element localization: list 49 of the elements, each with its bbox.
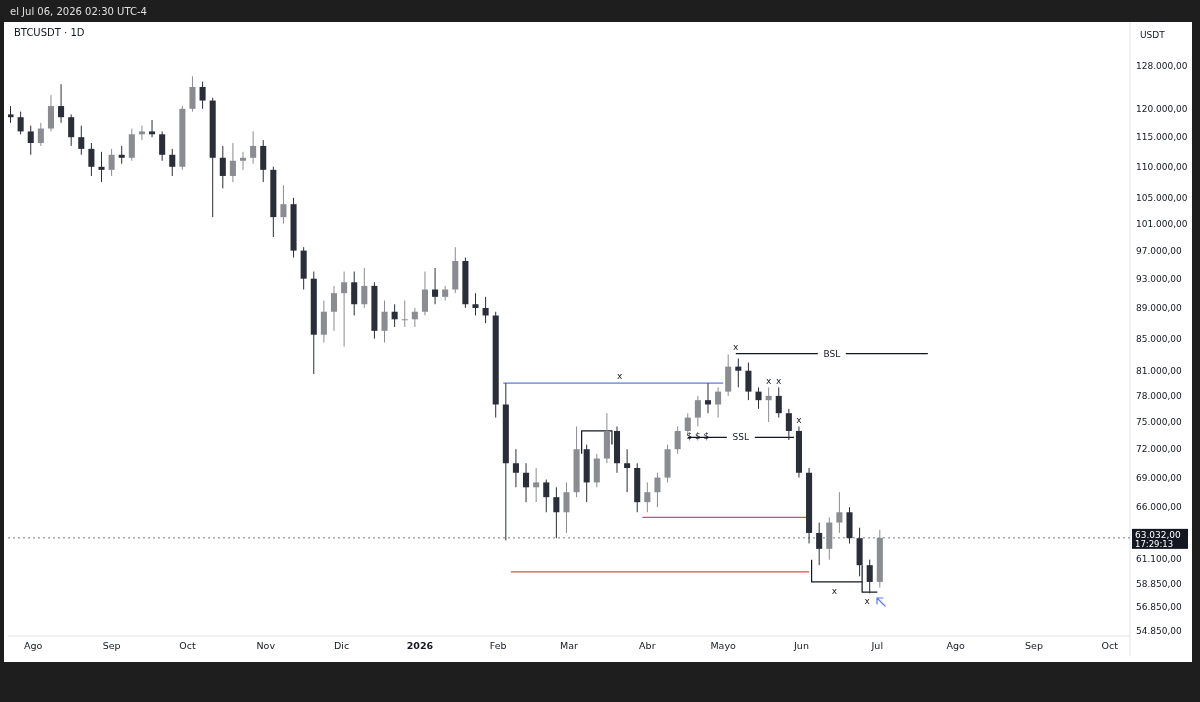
y-tick-label: 115.000,00 — [1136, 132, 1188, 143]
x-tick-label: Dic — [333, 640, 350, 651]
y-tick-label: 75.000,00 — [1136, 417, 1183, 428]
y-tick-label: 72.000,00 — [1136, 444, 1183, 455]
y-tick-label: 61.100,00 — [1136, 553, 1183, 564]
x-tick-label: Oct — [179, 640, 196, 651]
series-label: SSL — [732, 432, 750, 443]
y-axis-title: USDT — [1140, 30, 1166, 40]
x-tick-label: Oct — [1101, 640, 1119, 651]
ref-line-label: 63.032,00 — [1135, 530, 1182, 541]
x-tick-label: Sep — [1025, 640, 1043, 651]
x-tick-label: Mar — [560, 640, 579, 651]
y-tick-label: 58.850,00 — [1136, 578, 1183, 589]
y-tick-label: 56.850,00 — [1136, 601, 1183, 612]
y-tick-label: 66.000,00 — [1136, 502, 1183, 513]
x-tick-label: Ago — [24, 640, 43, 651]
annotation: x — [616, 371, 623, 382]
annotation: x — [765, 375, 772, 386]
annotation: x — [796, 414, 803, 425]
y-tick-label: 78.000,00 — [1136, 391, 1183, 402]
text: BTCUSDT · 1D — [14, 27, 85, 38]
text: 17:29:13 — [1135, 538, 1174, 549]
x-tick-label: Nov — [256, 640, 276, 651]
y-tick-label: 81.000,00 — [1136, 365, 1183, 376]
y-tick-label: 110.000,00 — [1136, 161, 1188, 172]
x-tick-label: Jun — [793, 640, 809, 651]
y-tick-label: 120.000,00 — [1136, 103, 1188, 114]
y-tick-label: 89.000,00 — [1136, 303, 1183, 314]
x-tick-label: Feb — [489, 640, 507, 651]
series-label: BSL — [823, 348, 841, 359]
x-tick-label: Abr — [639, 640, 656, 651]
y-tick-label: 69.000,00 — [1136, 472, 1183, 483]
y-tick-label: 93.000,00 — [1136, 273, 1183, 284]
annotation: x — [776, 375, 783, 386]
x-tick-label: Ago — [946, 640, 965, 651]
y-tick-label: 105.000,00 — [1136, 192, 1188, 203]
annotation: x — [831, 586, 838, 597]
annotation: x — [733, 341, 740, 352]
y-tick-label: 54.850,00 — [1136, 625, 1183, 636]
chart-subtitle: el Jul 06, 2026 02:30 UTC-4 — [10, 6, 147, 17]
y-tick-label: 97.000,00 — [1136, 245, 1183, 256]
y-tick-label: 85.000,00 — [1136, 333, 1183, 344]
x-tick-label: 2026 — [406, 640, 434, 651]
y-tick-label: 101.000,00 — [1136, 218, 1188, 229]
x-tick-label: Jul — [870, 640, 884, 651]
annotation: x — [864, 596, 871, 607]
y-tick-label: 128.000,00 — [1136, 60, 1188, 71]
x-tick-label: Sep — [102, 640, 121, 651]
x-tick-label: Mayo — [710, 640, 737, 651]
